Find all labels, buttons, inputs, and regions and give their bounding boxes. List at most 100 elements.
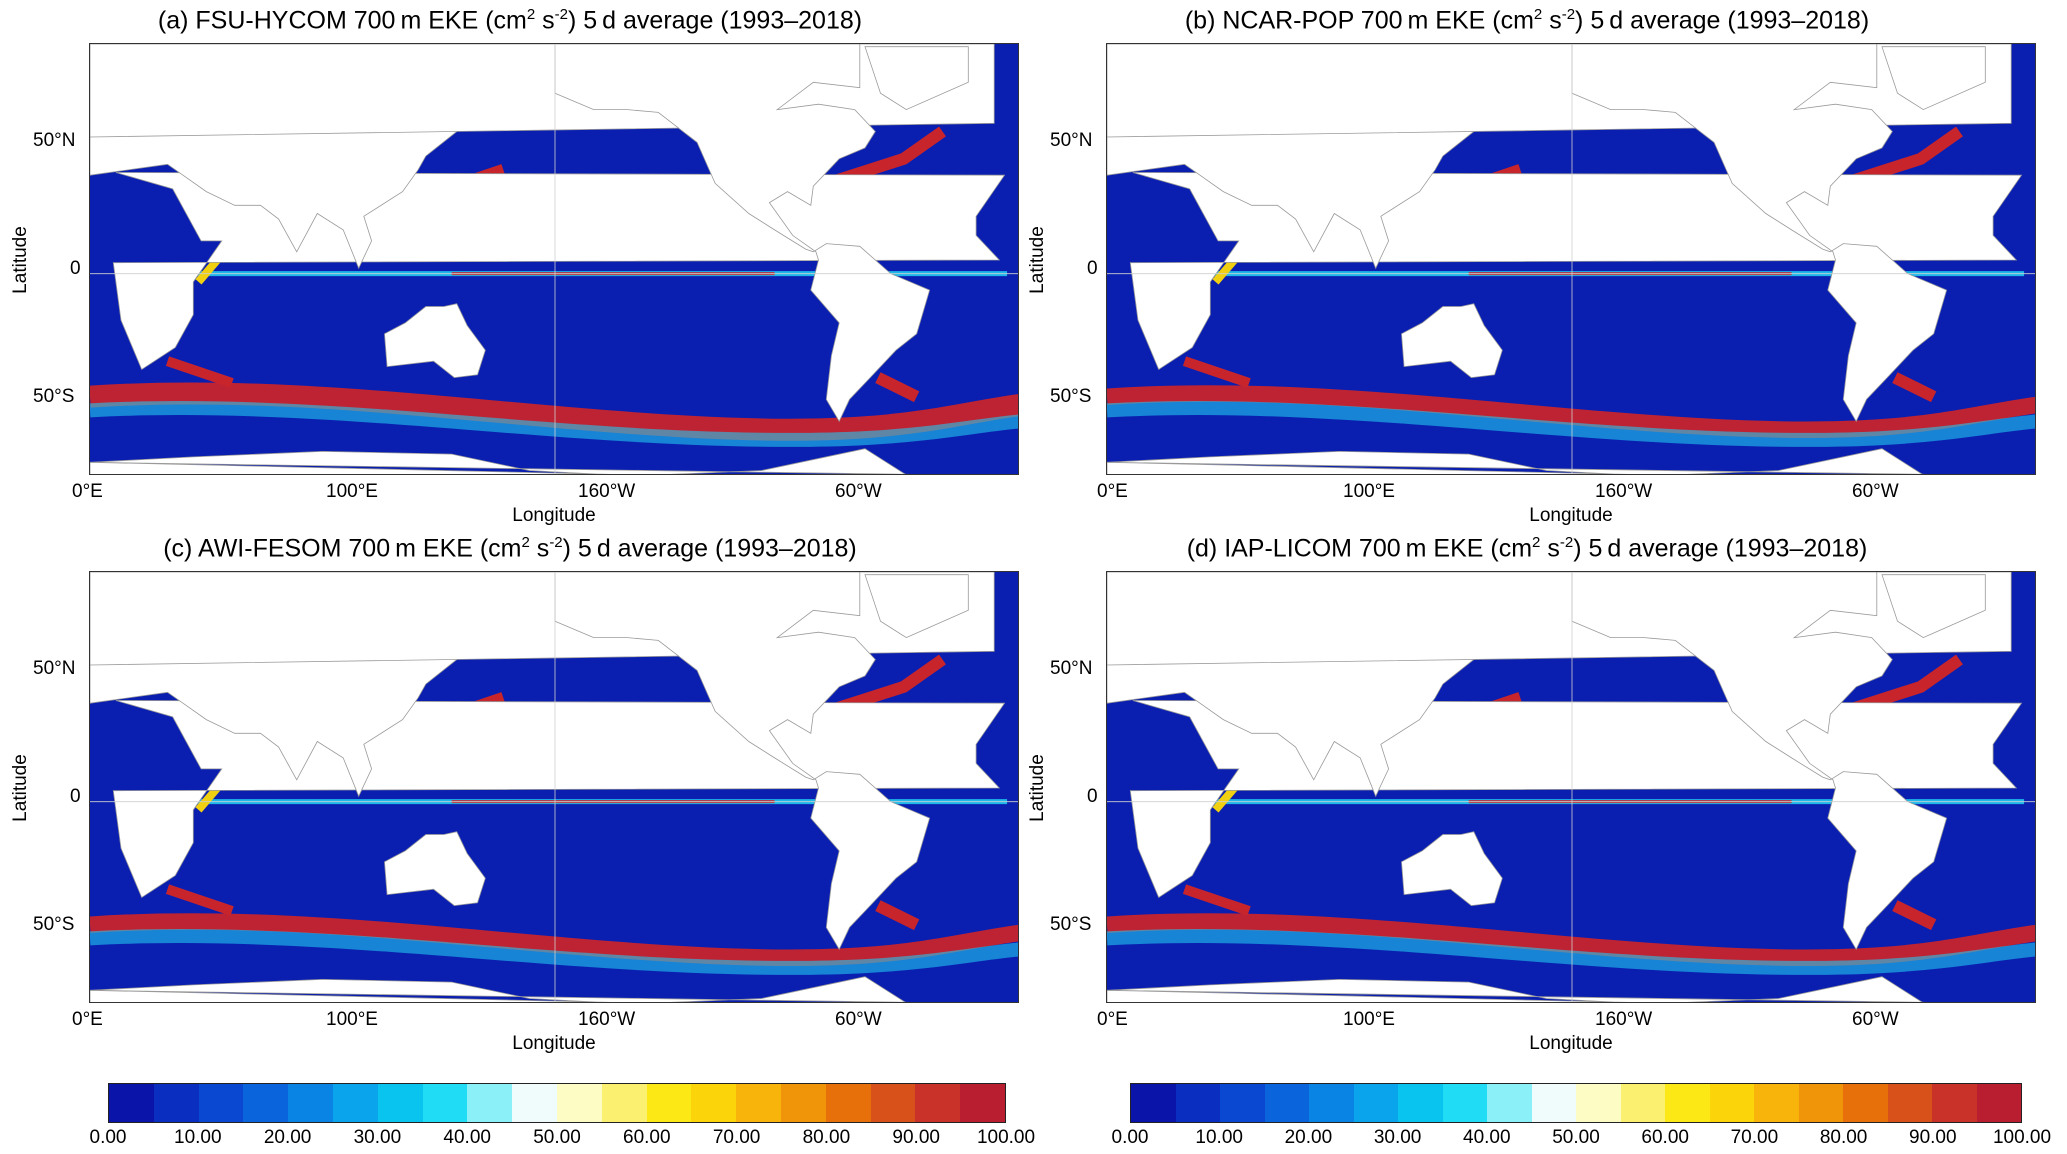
colorbar-swatch (1576, 1084, 1621, 1122)
colorbar-swatch (109, 1084, 154, 1122)
map-panel-a: (a) FSU-HYCOM 700 m EKE (cm2 s-2) 5 d av… (0, 0, 1020, 535)
landmass (1107, 448, 1929, 474)
xtick-0e: 0°E (72, 1009, 103, 1030)
xtick-60w: 60°W (835, 481, 882, 502)
colorbar-swatch (377, 1084, 423, 1122)
ytick-0: 0 (1087, 258, 1098, 279)
colorbar-tick-label: 20.00 (1284, 1127, 1333, 1148)
xtick-100e: 100°E (326, 1009, 378, 1030)
colorbar-swatch (1887, 1084, 1932, 1122)
colorbar-swatch (1531, 1084, 1576, 1122)
ytick-0: 0 (70, 786, 81, 807)
colorbar-swatch (915, 1084, 961, 1122)
agulhas (1182, 884, 1251, 916)
xtick-100e: 100°E (326, 481, 378, 502)
xtick-0e: 0°E (1097, 1009, 1128, 1030)
landmass (90, 448, 912, 474)
colorbar-tick-label: 10.00 (1195, 1127, 1243, 1148)
colorbar-swatch (960, 1084, 1005, 1122)
acc-edge (90, 929, 1018, 975)
acc-band (1107, 913, 2035, 966)
colorbar-swatch (1843, 1084, 1888, 1122)
colorbar-tick-label: 100.00 (1992, 1127, 2052, 1148)
xtick-60w: 60°W (1852, 1009, 1899, 1030)
colorbar-swatch (736, 1084, 781, 1122)
x-axis-label: Longitude (512, 1033, 596, 1054)
brazil-malvinas (1892, 900, 1937, 931)
map-canvas (90, 572, 1018, 1002)
colorbar-swatch (825, 1084, 871, 1122)
xtick-100e: 100°E (1343, 1009, 1395, 1030)
x-axis-label: Longitude (1529, 505, 1613, 526)
map-panel-d: (d) IAP-LICOM 700 m EKE (cm2 s-2) 5 d av… (1017, 528, 2037, 1063)
acc-band (90, 913, 1018, 966)
colorbar-tick-label: 40.00 (1463, 1127, 1511, 1148)
brazil-malvinas (1892, 372, 1937, 403)
ytick-50s: 50°S (33, 914, 75, 935)
agulhas (1182, 356, 1251, 388)
colorbar-swatch (1976, 1084, 2021, 1122)
landmass (1881, 46, 1986, 111)
y-axis-label: Latitude (10, 226, 31, 294)
colorbar-swatch (1175, 1084, 1220, 1122)
agulhas (165, 356, 234, 388)
xtick-60w: 60°W (835, 1009, 882, 1030)
colorbar-swatch (1131, 1084, 1176, 1122)
map-panel-b: (b) NCAR-POP 700 m EKE (cm2 s-2) 5 d ave… (1017, 0, 2037, 535)
acc-edge (1107, 401, 2035, 447)
colorbar-tick-label: 30.00 (353, 1127, 402, 1148)
colorbar-swatch (467, 1084, 513, 1122)
colorbar-tick-label: 0.00 (1111, 1127, 1149, 1148)
landmass (384, 303, 486, 379)
colorbar-right (1130, 1083, 2022, 1123)
colorbar-swatch (1353, 1084, 1398, 1122)
landmass (864, 46, 969, 111)
colorbar-tick-label: 70.00 (1730, 1127, 1779, 1148)
colorbar-swatch (1309, 1084, 1354, 1122)
colorbar-tick-label: 20.00 (263, 1127, 312, 1148)
landmass (554, 572, 931, 951)
colorbar-swatch (288, 1084, 333, 1122)
acc-edge (90, 401, 1018, 447)
colorbar-tick-label: 60.00 (623, 1127, 671, 1148)
colorbar-swatch (870, 1084, 916, 1122)
xtick-160w: 160°W (1595, 481, 1653, 502)
colorbar-swatch (1264, 1084, 1309, 1122)
colorbar-swatch (1220, 1084, 1265, 1122)
x-axis-label: Longitude (1529, 1033, 1613, 1054)
panel-title: (a) FSU-HYCOM 700 m EKE (cm2 s-2) 5 d av… (157, 6, 863, 35)
colorbar-tick-label: 80.00 (802, 1127, 851, 1148)
colorbar-swatch (1398, 1084, 1443, 1122)
x-axis-label: Longitude (512, 505, 596, 526)
colorbar-tick-label: 60.00 (1641, 1127, 1689, 1148)
colorbar-tick-label: 70.00 (712, 1127, 761, 1148)
colorbar-tick-label: 80.00 (1819, 1127, 1868, 1148)
colorbar-tick-label: 100.00 (976, 1127, 1036, 1148)
colorbar-tick-label: 90.00 (1909, 1127, 1957, 1148)
colorbar-swatch (243, 1084, 289, 1122)
xtick-0e: 0°E (72, 481, 103, 502)
landmass (1401, 831, 1503, 907)
colorbar-swatch (1487, 1084, 1532, 1122)
ytick-50n: 50°N (1050, 130, 1093, 151)
colorbar-tick-label: 50.00 (533, 1127, 581, 1148)
agulhas (165, 884, 234, 916)
colorbar-swatch (332, 1084, 378, 1122)
ytick-0: 0 (1087, 786, 1098, 807)
landmass (1571, 572, 1948, 951)
colorbar-swatch (646, 1084, 692, 1122)
colorbar-swatch (601, 1084, 647, 1122)
xtick-160w: 160°W (1595, 1009, 1653, 1030)
xtick-160w: 160°W (578, 1009, 636, 1030)
colorbar-swatch (1442, 1084, 1487, 1122)
eke-map (89, 43, 1019, 475)
landmass (1107, 976, 1929, 1002)
colorbar-swatch (1798, 1084, 1843, 1122)
colorbar-swatch (153, 1084, 199, 1122)
ytick-50n: 50°N (33, 130, 76, 151)
panel-title: (b) NCAR-POP 700 m EKE (cm2 s-2) 5 d ave… (1184, 6, 1870, 35)
colorbar-tick-label: 50.00 (1552, 1127, 1600, 1148)
landmass (90, 976, 912, 1002)
brazil-malvinas (875, 372, 920, 403)
colorbar-swatch (1754, 1084, 1799, 1122)
